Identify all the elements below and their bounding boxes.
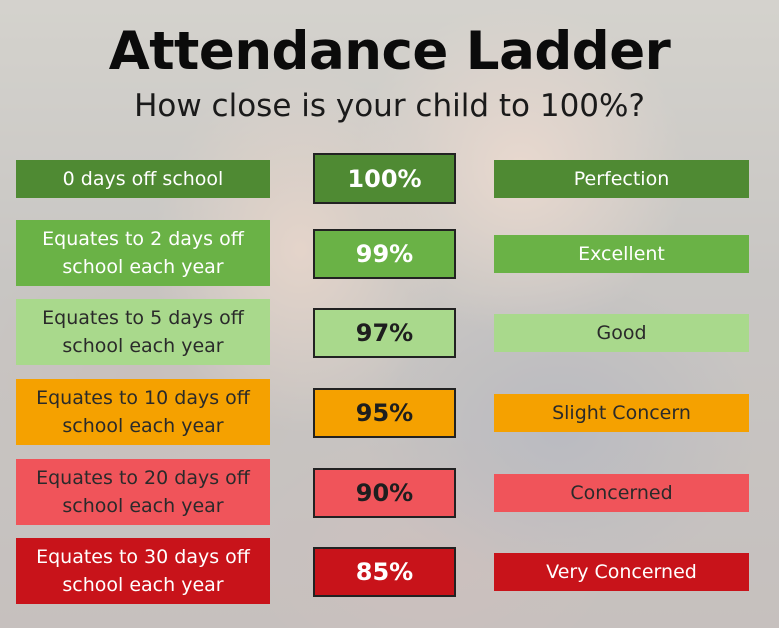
row-3-percent: 97% — [313, 308, 456, 358]
row-6-description: Equates to 30 days off school each year — [16, 538, 270, 604]
row-5-description: Equates to 20 days off school each year — [16, 459, 270, 525]
slide-subtitle: How close is your child to 100%? — [134, 88, 645, 124]
row-1-percent: 100% — [313, 153, 456, 204]
row-4-label: Slight Concern — [494, 394, 749, 432]
row-6-percent: 85% — [313, 547, 456, 597]
row-4-percent: 95% — [313, 388, 456, 438]
row-1-label: Perfection — [494, 160, 749, 198]
row-3-description: Equates to 5 days off school each year — [16, 299, 270, 365]
row-3-label: Good — [494, 314, 749, 352]
row-5-label: Concerned — [494, 474, 749, 512]
row-4-description: Equates to 10 days off school each year — [16, 379, 270, 445]
row-2-description: Equates to 2 days off school each year — [16, 220, 270, 286]
slide-title: Attendance Ladder — [108, 21, 671, 82]
row-5-percent: 90% — [313, 468, 456, 518]
row-1-description: 0 days off school — [16, 160, 270, 198]
row-2-label: Excellent — [494, 235, 749, 273]
row-6-label: Very Concerned — [494, 553, 749, 591]
row-2-percent: 99% — [313, 229, 456, 279]
